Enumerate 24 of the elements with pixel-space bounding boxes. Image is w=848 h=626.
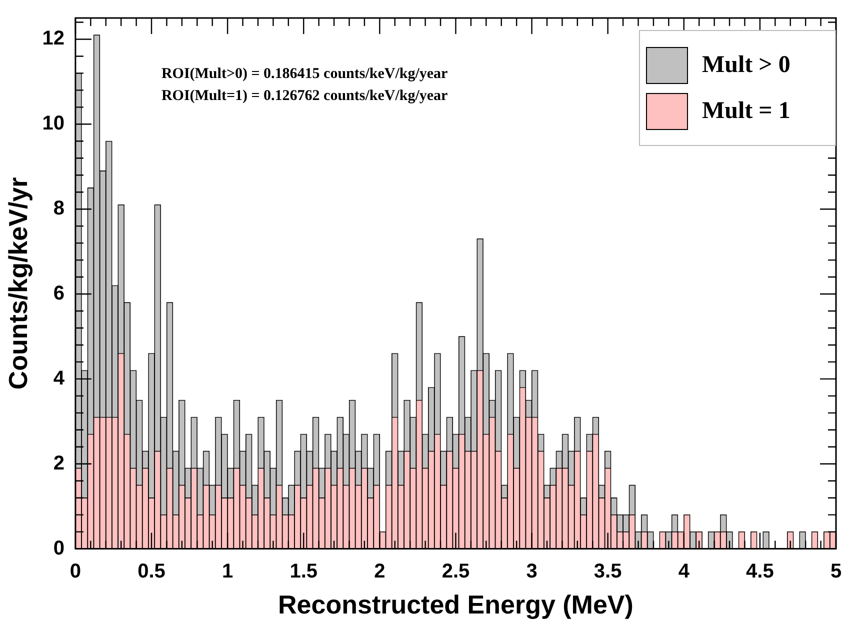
y-tick-label: 10 <box>42 112 64 135</box>
y-tick-label: 8 <box>53 198 64 220</box>
legend-label: Mult = 1 <box>702 98 790 124</box>
y-tick-label: 0 <box>53 537 64 560</box>
x-tick-label: 0.5 <box>138 560 166 582</box>
x-tick-label: 3 <box>526 560 538 582</box>
x-axis-title: Reconstructed Energy (MeV) <box>278 590 634 620</box>
x-tick-label: 0 <box>70 560 82 582</box>
x-tick-label: 2.5 <box>442 560 470 582</box>
x-tick-label: 1 <box>222 560 234 582</box>
x-tick-label: 5 <box>830 560 842 582</box>
y-axis-title: Counts/kg/keV/yr <box>2 177 33 390</box>
legend-label: Mult > 0 <box>702 52 790 78</box>
x-tick-label: 1.5 <box>290 560 318 582</box>
x-tick-label: 3.5 <box>594 560 622 582</box>
x-tick-label: 2 <box>374 560 386 582</box>
annotation: ROI(Mult>0) = 0.186415 counts/keV/kg/year <box>161 66 448 82</box>
x-tick-label: 4.5 <box>746 560 774 582</box>
y-tick-label: 6 <box>53 282 64 305</box>
annotation: ROI(Mult=1) = 0.126762 counts/keV/kg/year <box>161 88 448 104</box>
y-tick-label: 4 <box>53 367 66 390</box>
x-tick-label: 4 <box>678 560 690 582</box>
y-tick-label: 12 <box>42 28 64 50</box>
y-tick-label: 2 <box>53 452 64 474</box>
